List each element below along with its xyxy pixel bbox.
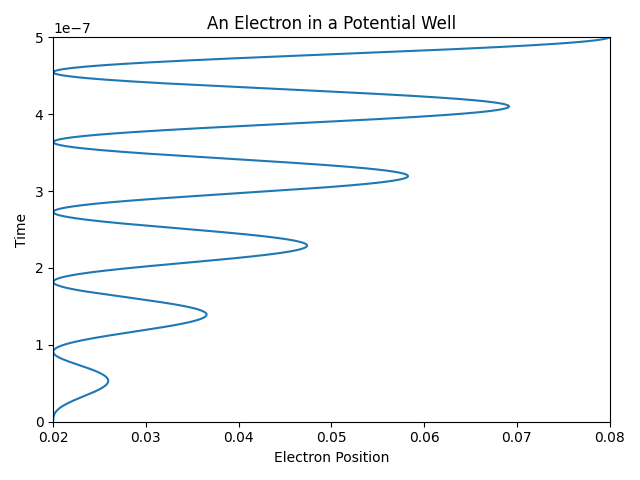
Title: An Electron in a Potential Well: An Electron in a Potential Well (207, 15, 456, 33)
Y-axis label: Time: Time (15, 213, 29, 247)
X-axis label: Electron Position: Electron Position (274, 451, 389, 465)
